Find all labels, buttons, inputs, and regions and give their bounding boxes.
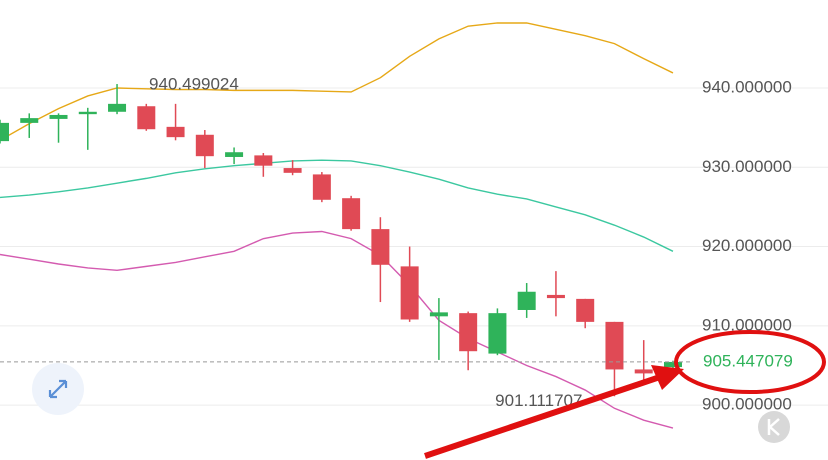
candle-body bbox=[195, 134, 214, 157]
expand-icon bbox=[48, 379, 68, 399]
max-label: 940.499024 bbox=[149, 75, 239, 94]
candle-body bbox=[400, 266, 419, 320]
k-bg bbox=[758, 411, 790, 443]
bands bbox=[0, 22, 674, 429]
band-line bbox=[0, 230, 674, 429]
last-price-label: 905.447079 bbox=[703, 351, 793, 370]
candle-body bbox=[254, 155, 273, 166]
band-line bbox=[0, 22, 674, 141]
candle-body bbox=[342, 198, 361, 230]
grid: 900.000000 910.000000 920.000000 930.000000… bbox=[0, 77, 828, 414]
arrow-shaft bbox=[424, 374, 661, 459]
k-icon bbox=[767, 418, 780, 436]
candle-body bbox=[49, 114, 68, 119]
candle-body bbox=[108, 103, 127, 112]
arrow-head bbox=[651, 365, 684, 390]
highlight-ellipse bbox=[674, 330, 826, 394]
candle-body bbox=[0, 122, 9, 142]
candle-body bbox=[634, 369, 653, 374]
candle-body bbox=[459, 313, 478, 352]
candle-body bbox=[166, 126, 185, 138]
last-price-bg bbox=[696, 348, 822, 375]
candle-body bbox=[576, 298, 595, 322]
candle-body bbox=[20, 118, 39, 123]
candle-body bbox=[137, 106, 156, 130]
y-tick-label: 900.000000 bbox=[702, 395, 792, 414]
candle-body bbox=[605, 321, 624, 370]
labels: 940.499024 901.111707 905.447079 bbox=[0, 75, 822, 410]
min-label: 901.111707 bbox=[495, 391, 582, 410]
candle-body bbox=[78, 111, 97, 115]
candle-body bbox=[488, 313, 507, 354]
candle-body bbox=[429, 312, 448, 317]
candle-body bbox=[371, 229, 390, 265]
candles bbox=[0, 84, 682, 397]
candle-body bbox=[546, 294, 565, 299]
candle-body bbox=[517, 291, 536, 310]
candle-body bbox=[225, 152, 244, 157]
k-button[interactable] bbox=[758, 411, 790, 443]
y-tick-label: 910.000000 bbox=[702, 315, 792, 334]
candle-body bbox=[663, 361, 682, 368]
y-tick-label: 930.000000 bbox=[702, 157, 792, 176]
expand-button[interactable] bbox=[32, 363, 84, 415]
candle-body bbox=[283, 168, 302, 173]
band-line bbox=[0, 159, 674, 252]
y-tick-label: 940.000000 bbox=[702, 77, 792, 96]
y-tick-label: 920.000000 bbox=[702, 236, 792, 255]
candle-body bbox=[312, 174, 331, 200]
